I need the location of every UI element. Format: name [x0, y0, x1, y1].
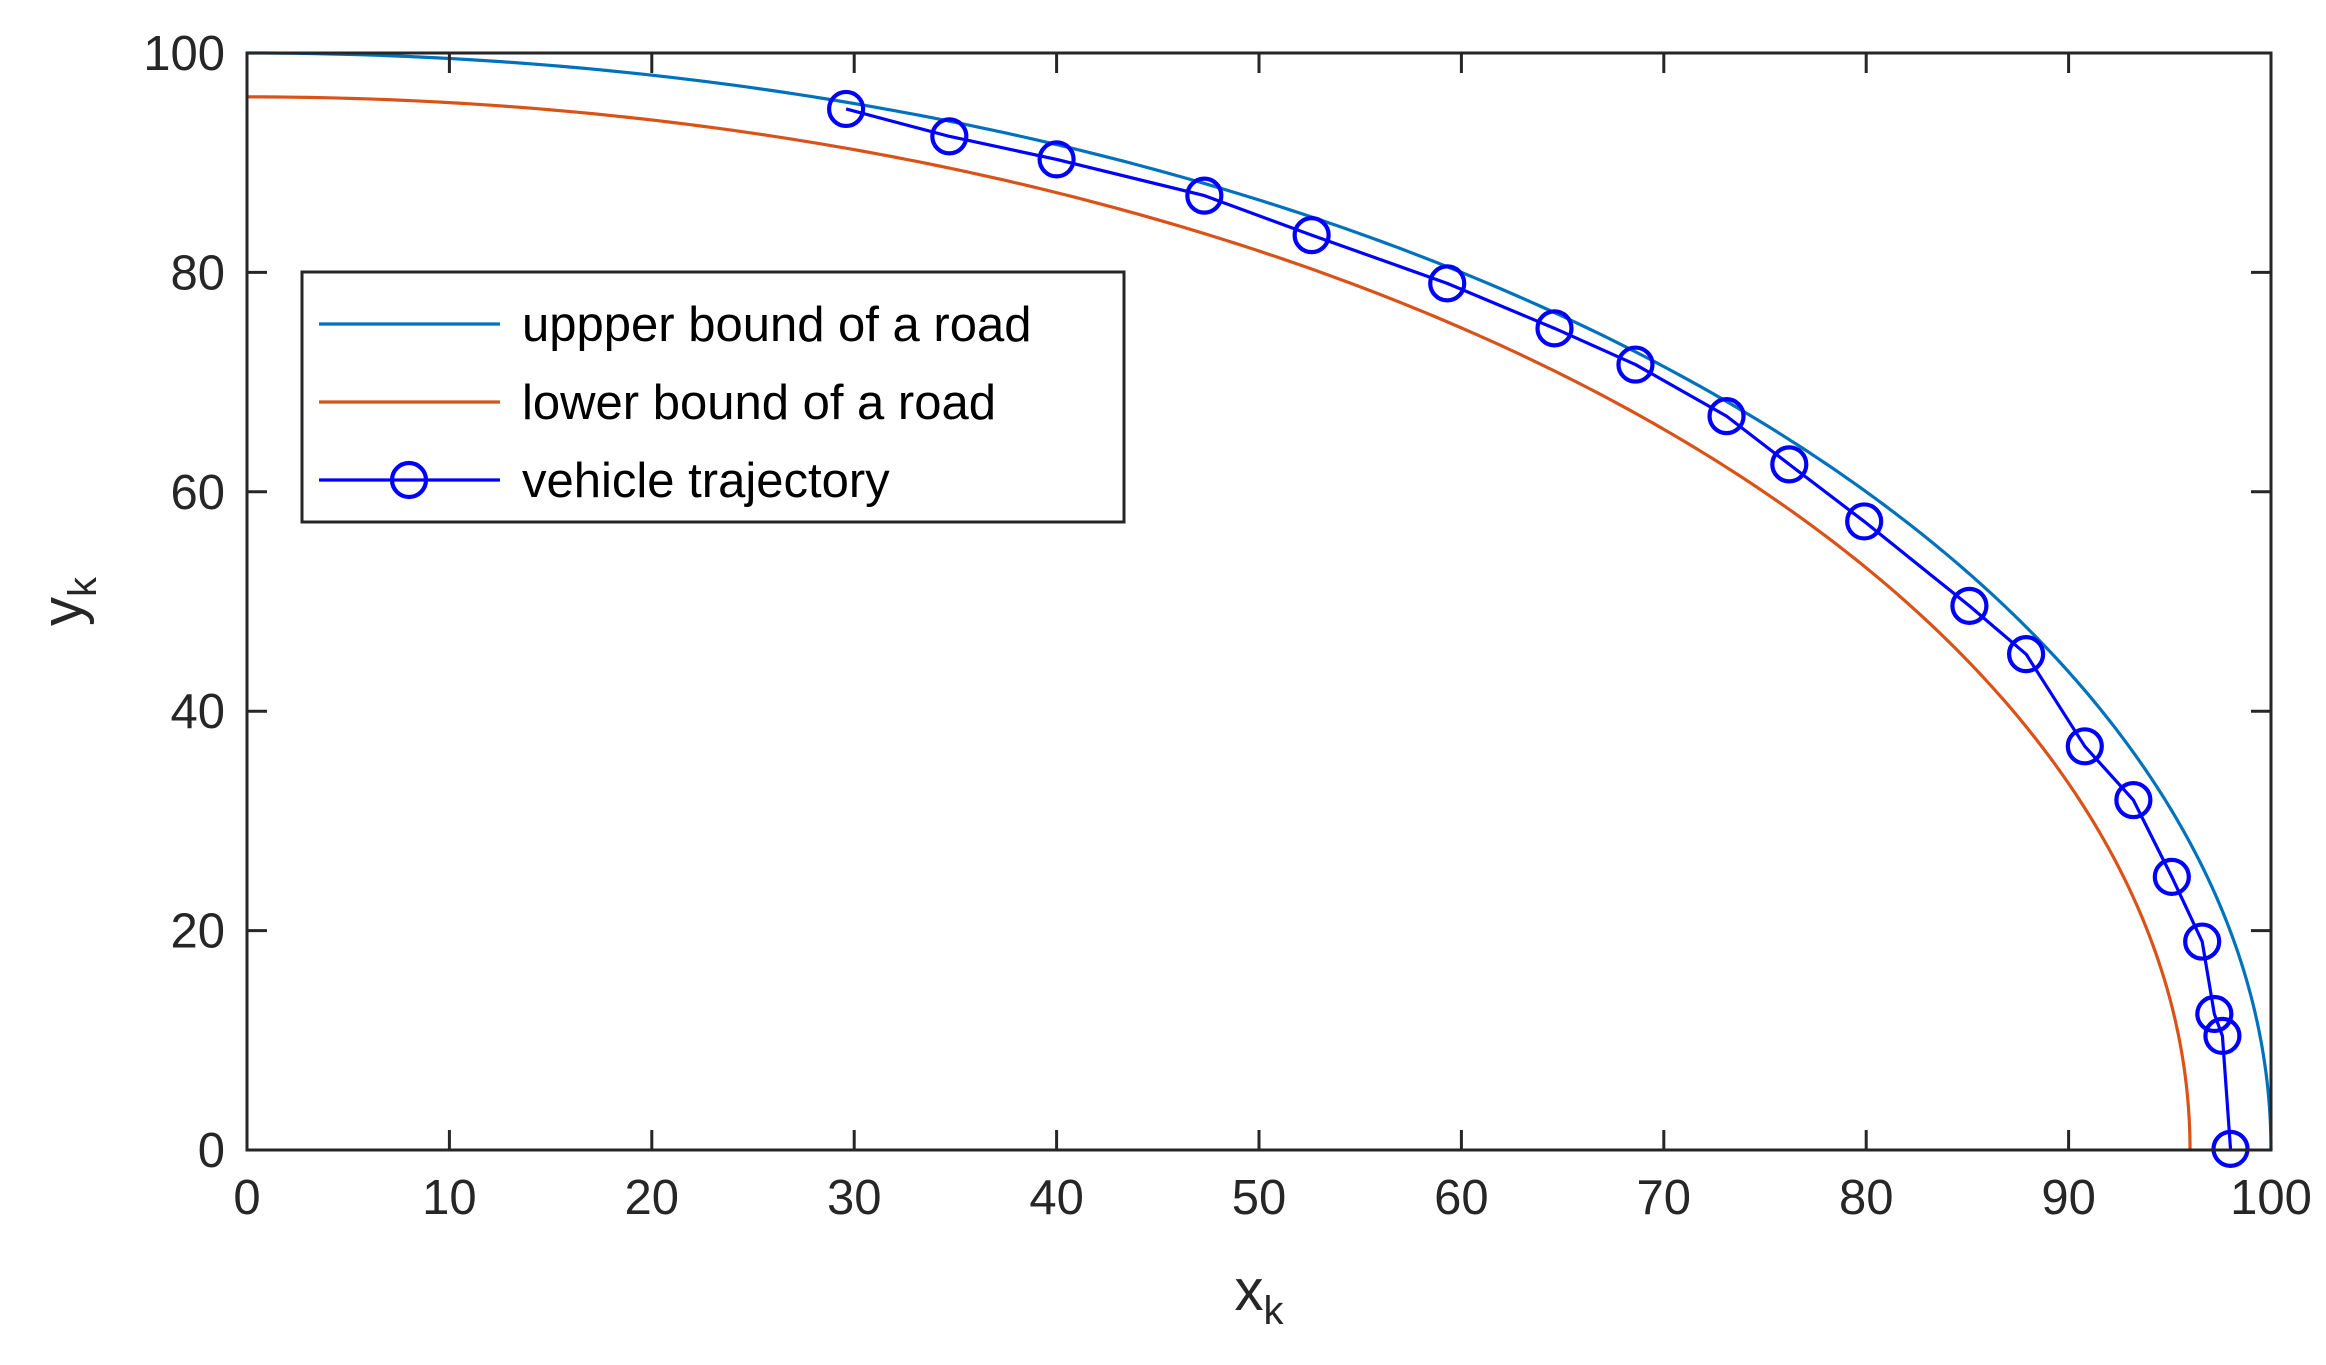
- y-tick-label: 40: [170, 685, 225, 739]
- series-uppper-bound-of-a-road: [246, 51, 2273, 1151]
- data-point-2: [930, 117, 969, 156]
- data-point-10: [1770, 445, 1809, 484]
- y-tick-label: 20: [170, 905, 225, 959]
- series-lower-bound-of-a-road: [246, 95, 2192, 1151]
- y-axis-label-subscript: k: [61, 576, 105, 597]
- data-point-13: [2006, 635, 2046, 674]
- x-tick-label: 70: [1637, 1171, 1692, 1225]
- data-point-4: [1185, 176, 1224, 215]
- data-point-9: [1707, 397, 1746, 436]
- x-tick-label: 80: [1839, 1171, 1894, 1225]
- data-point-3: [1037, 140, 1076, 179]
- ticks-layer: 0 10 20 30 40 50 60 70 80 90 100 0 20 40 60 80 100: [143, 27, 2312, 1225]
- data-point-19: [2203, 1016, 2242, 1056]
- series-line-uppper-bound-of-a-road: [246, 51, 2273, 1151]
- x-axis-label: xk: [1235, 1258, 1285, 1333]
- data-point-1: [826, 89, 866, 129]
- data-point-16: [2152, 857, 2191, 896]
- plot-background: [247, 53, 2271, 1150]
- data-point-12: [1950, 586, 1989, 625]
- y-tick-label: 0: [198, 1124, 225, 1178]
- data-point-7: [1535, 309, 1574, 348]
- x-axis-label-base: x: [1235, 1258, 1264, 1323]
- legend-item: lower bound of a road: [319, 376, 996, 430]
- x-tick-label: 0: [233, 1171, 260, 1225]
- legend-items: uppper bound of a road lower bound of a r…: [319, 298, 1031, 508]
- x-tick-label: 20: [625, 1171, 680, 1225]
- legend-label: uppper bound of a road: [522, 298, 1031, 352]
- y-axis-label-base: y: [30, 597, 95, 626]
- x-tick-label: 30: [827, 1171, 882, 1225]
- data-point-17: [2183, 922, 2222, 961]
- legend-item: vehicle trajectory: [319, 454, 890, 508]
- x-axis-label-subscript: k: [1264, 1289, 1285, 1333]
- x-tick-label: 40: [1029, 1171, 1084, 1225]
- data-point-6: [1428, 264, 1467, 303]
- series-line-lower-bound-of-a-road: [246, 95, 2192, 1151]
- y-tick-label: 100: [143, 27, 225, 81]
- x-tick-label: 90: [2041, 1171, 2096, 1225]
- legend-marker: [389, 460, 429, 500]
- data-point-11: [1845, 502, 1884, 541]
- legend: uppper bound of a road lower bound of a r…: [300, 270, 1126, 524]
- legend-item: uppper bound of a road: [319, 298, 1031, 352]
- x-tick-label: 10: [422, 1171, 477, 1225]
- data-point-18: [2195, 994, 2234, 1034]
- data-point-14: [2065, 727, 2104, 766]
- x-tick-label: 50: [1232, 1171, 1287, 1225]
- plot-area: 0 10 20 30 40 50 60 70 80 90 100 0 20 40 60 80 100: [143, 27, 2312, 1225]
- data-point-15: [2114, 780, 2153, 820]
- series-vehicle-trajectory: [826, 89, 2250, 1169]
- x-tick-label: 60: [1434, 1171, 1489, 1225]
- y-tick-label: 80: [170, 246, 225, 300]
- data-point-8: [1616, 345, 1655, 384]
- legend-label: vehicle trajectory: [522, 454, 890, 508]
- y-tick-label: 60: [170, 466, 225, 520]
- data-point-5: [1292, 216, 1331, 255]
- y-axis-label: yk: [30, 576, 105, 626]
- legend-label: lower bound of a road: [522, 376, 996, 430]
- series-layer: [246, 51, 2273, 1169]
- x-tick-label: 100: [2230, 1171, 2312, 1225]
